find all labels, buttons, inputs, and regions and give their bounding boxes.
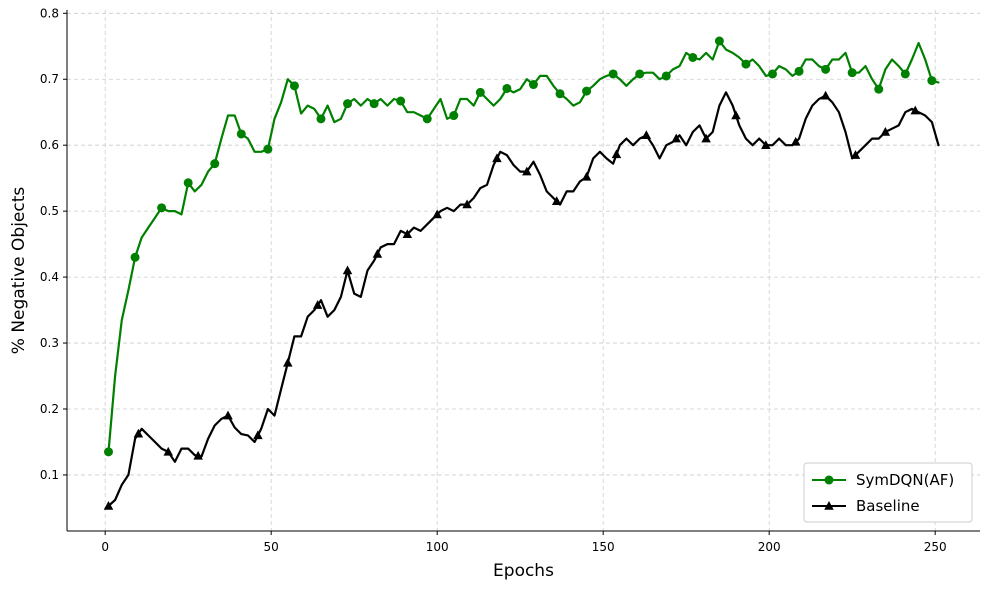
data-point-marker bbox=[316, 114, 326, 124]
data-point-marker bbox=[820, 90, 831, 100]
data-point-marker bbox=[927, 76, 937, 86]
data-point-marker bbox=[790, 136, 801, 146]
series-markers bbox=[103, 36, 937, 510]
data-point-marker bbox=[582, 86, 592, 96]
data-point-marker bbox=[183, 178, 193, 188]
data-point-marker bbox=[611, 149, 622, 159]
data-point-marker bbox=[874, 84, 884, 94]
data-point-marker bbox=[794, 66, 804, 76]
data-point-marker bbox=[555, 89, 565, 99]
y-tick-label: 0.6 bbox=[40, 138, 59, 152]
data-point-marker bbox=[661, 71, 671, 81]
y-tick-label: 0.5 bbox=[40, 204, 59, 218]
data-point-marker bbox=[821, 64, 831, 74]
data-point-marker bbox=[103, 500, 114, 510]
y-tick-label: 0.1 bbox=[40, 468, 59, 482]
data-point-marker bbox=[714, 36, 724, 46]
data-point-marker bbox=[223, 410, 233, 420]
data-point-marker bbox=[422, 114, 432, 124]
legend: SymDQN(AF) Baseline bbox=[803, 462, 973, 523]
data-point-marker bbox=[369, 99, 379, 109]
data-point-marker bbox=[449, 111, 459, 121]
data-point-marker bbox=[396, 96, 406, 106]
data-point-marker bbox=[372, 249, 383, 258]
data-point-marker bbox=[343, 99, 353, 109]
data-point-marker bbox=[210, 159, 220, 169]
tick-marks: 0 50 100 150 200 250 0.1 0.2 0.3 0.4 0.5 0.6 0.7 0.8 bbox=[40, 6, 947, 554]
data-point-marker bbox=[528, 80, 538, 90]
series-line-1 bbox=[107, 91, 940, 507]
data-point-marker bbox=[741, 59, 751, 69]
axes bbox=[66, 10, 980, 532]
data-point-marker bbox=[462, 199, 472, 209]
y-tick-label: 0.2 bbox=[40, 402, 59, 416]
data-point-marker bbox=[522, 166, 532, 176]
data-point-marker bbox=[263, 144, 273, 154]
y-tick-label: 0.3 bbox=[40, 336, 59, 350]
legend-marker-symdqn bbox=[824, 475, 834, 485]
x-tick-label: 100 bbox=[426, 540, 449, 554]
data-point-marker bbox=[635, 69, 645, 79]
data-point-marker bbox=[731, 110, 741, 120]
data-point-marker bbox=[475, 87, 485, 97]
legend-marker-baseline bbox=[824, 501, 834, 510]
data-point-marker bbox=[641, 130, 652, 140]
data-point-marker bbox=[236, 129, 246, 139]
data-point-marker bbox=[701, 133, 711, 143]
series-lines bbox=[107, 39, 940, 507]
data-point-marker bbox=[671, 133, 681, 143]
x-tick-label: 250 bbox=[924, 540, 947, 554]
data-point-marker bbox=[910, 105, 921, 115]
data-point-marker bbox=[761, 140, 771, 149]
x-tick-label: 0 bbox=[101, 540, 109, 554]
data-point-marker bbox=[133, 428, 144, 438]
y-tick-label: 0.8 bbox=[40, 6, 59, 20]
data-point-marker bbox=[104, 447, 113, 457]
data-point-marker bbox=[163, 446, 174, 456]
data-point-marker bbox=[608, 69, 618, 79]
data-point-marker bbox=[551, 196, 562, 206]
data-point-marker bbox=[342, 265, 353, 275]
y-axis-label: % Negative Objects bbox=[9, 187, 29, 355]
grid-lines bbox=[67, 10, 980, 531]
data-point-marker bbox=[312, 300, 323, 309]
data-point-marker bbox=[289, 81, 299, 91]
legend-label-symdqn: SymDQN(AF) bbox=[856, 471, 954, 489]
data-point-marker bbox=[768, 69, 777, 79]
x-tick-label: 200 bbox=[758, 540, 781, 554]
data-point-marker bbox=[193, 450, 203, 460]
x-tick-label: 50 bbox=[264, 540, 279, 554]
x-tick-label: 150 bbox=[592, 540, 615, 554]
data-point-marker bbox=[688, 52, 698, 62]
y-tick-label: 0.7 bbox=[40, 72, 59, 86]
data-point-marker bbox=[492, 153, 502, 163]
data-point-marker bbox=[502, 83, 512, 93]
data-point-marker bbox=[157, 203, 167, 213]
data-point-marker bbox=[880, 127, 891, 136]
y-tick-label: 0.4 bbox=[40, 270, 59, 284]
data-point-marker bbox=[283, 357, 293, 367]
legend-box bbox=[803, 462, 973, 523]
data-point-marker bbox=[402, 229, 413, 238]
data-point-marker bbox=[581, 171, 592, 181]
data-point-marker bbox=[847, 68, 857, 78]
data-point-marker bbox=[432, 209, 442, 219]
data-point-marker bbox=[850, 150, 861, 159]
x-axis-label: Epochs bbox=[493, 561, 554, 581]
data-point-marker bbox=[130, 252, 140, 262]
data-point-marker bbox=[900, 69, 910, 79]
data-point-marker bbox=[253, 430, 263, 440]
legend-label-baseline: Baseline bbox=[856, 497, 920, 515]
